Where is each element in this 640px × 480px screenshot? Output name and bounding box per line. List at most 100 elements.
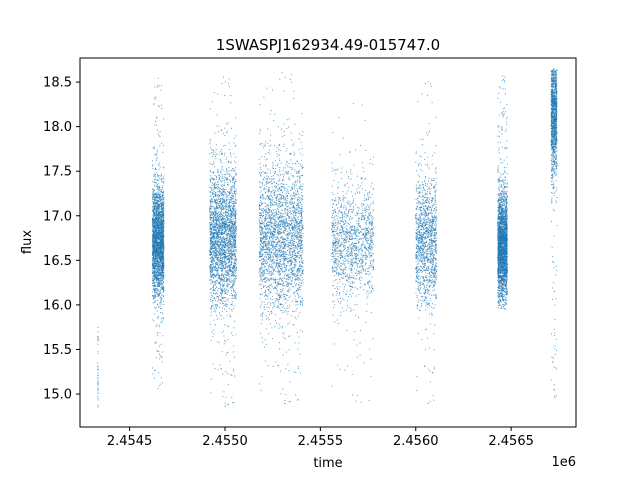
data-point bbox=[162, 205, 164, 207]
data-point bbox=[229, 216, 231, 218]
data-point bbox=[219, 276, 221, 278]
data-point bbox=[158, 263, 160, 265]
data-point bbox=[226, 242, 228, 244]
data-point bbox=[230, 237, 232, 239]
data-point bbox=[158, 215, 160, 217]
data-point bbox=[222, 225, 224, 227]
data-point bbox=[161, 320, 163, 322]
data-point bbox=[155, 159, 157, 161]
data-point bbox=[156, 195, 158, 197]
data-point bbox=[234, 243, 236, 245]
data-point bbox=[152, 244, 154, 246]
data-point bbox=[217, 202, 219, 204]
data-point bbox=[223, 268, 225, 270]
data-point bbox=[97, 336, 99, 338]
data-point bbox=[209, 108, 211, 110]
data-point bbox=[160, 220, 162, 222]
data-point bbox=[152, 271, 154, 273]
data-point bbox=[156, 257, 158, 259]
data-point bbox=[217, 168, 219, 170]
data-point bbox=[231, 244, 233, 246]
data-point bbox=[152, 253, 154, 255]
data-point bbox=[156, 149, 158, 151]
data-point bbox=[227, 182, 229, 184]
data-point bbox=[162, 228, 164, 230]
data-point bbox=[163, 219, 165, 221]
data-point bbox=[229, 179, 231, 181]
data-point bbox=[223, 176, 225, 178]
data-point bbox=[154, 181, 156, 183]
data-point bbox=[223, 317, 225, 319]
data-point bbox=[226, 259, 228, 261]
data-point bbox=[224, 240, 226, 242]
data-point bbox=[220, 296, 222, 298]
data-point bbox=[157, 222, 159, 224]
data-point bbox=[160, 197, 162, 199]
data-point bbox=[163, 289, 165, 291]
data-point bbox=[160, 210, 162, 212]
data-point bbox=[152, 164, 154, 166]
data-point bbox=[221, 219, 223, 221]
data-point bbox=[156, 263, 158, 265]
data-point bbox=[159, 214, 161, 216]
data-point bbox=[153, 248, 155, 250]
data-point bbox=[235, 257, 237, 259]
data-point bbox=[157, 185, 159, 187]
data-point bbox=[232, 253, 234, 255]
data-point bbox=[97, 381, 99, 383]
data-point bbox=[153, 189, 155, 191]
data-point bbox=[154, 200, 156, 202]
data-point bbox=[151, 220, 153, 222]
data-point bbox=[210, 279, 212, 281]
data-point bbox=[156, 221, 158, 223]
data-point bbox=[159, 231, 161, 233]
data-point bbox=[159, 273, 161, 275]
data-point bbox=[155, 237, 157, 239]
data-point bbox=[155, 216, 157, 218]
data-point bbox=[156, 247, 158, 249]
data-point bbox=[161, 212, 163, 214]
data-point bbox=[211, 238, 213, 240]
data-point bbox=[153, 275, 155, 277]
data-point bbox=[158, 183, 160, 185]
data-point bbox=[219, 198, 221, 200]
data-point bbox=[218, 282, 220, 284]
data-point bbox=[227, 257, 229, 259]
data-point bbox=[156, 268, 158, 270]
data-point bbox=[153, 271, 155, 273]
data-point bbox=[215, 211, 217, 213]
data-point bbox=[155, 124, 157, 126]
data-point bbox=[153, 273, 155, 275]
data-point bbox=[154, 259, 156, 261]
data-point bbox=[231, 262, 233, 264]
data-point bbox=[209, 187, 211, 189]
data-point bbox=[217, 131, 219, 133]
data-point bbox=[220, 264, 222, 266]
data-point bbox=[156, 222, 158, 224]
data-point bbox=[154, 252, 156, 254]
data-point bbox=[154, 285, 156, 287]
data-point bbox=[152, 188, 154, 190]
data-point bbox=[157, 295, 158, 297]
data-point bbox=[155, 228, 157, 230]
data-point bbox=[220, 225, 222, 227]
scatter-points bbox=[97, 68, 558, 408]
data-point bbox=[153, 250, 155, 252]
data-point bbox=[220, 180, 222, 182]
data-point bbox=[234, 254, 236, 256]
data-point bbox=[227, 403, 229, 405]
data-point bbox=[226, 178, 228, 180]
data-point bbox=[225, 132, 227, 134]
data-point bbox=[220, 245, 221, 247]
data-point bbox=[217, 273, 219, 275]
data-point bbox=[152, 226, 153, 228]
data-point bbox=[230, 259, 232, 261]
data-point bbox=[222, 286, 224, 288]
data-point bbox=[226, 239, 228, 241]
data-point bbox=[163, 217, 165, 219]
data-point bbox=[225, 252, 227, 254]
data-point bbox=[155, 264, 157, 266]
data-point bbox=[226, 172, 228, 174]
data-point bbox=[158, 220, 160, 222]
data-point bbox=[160, 196, 162, 198]
